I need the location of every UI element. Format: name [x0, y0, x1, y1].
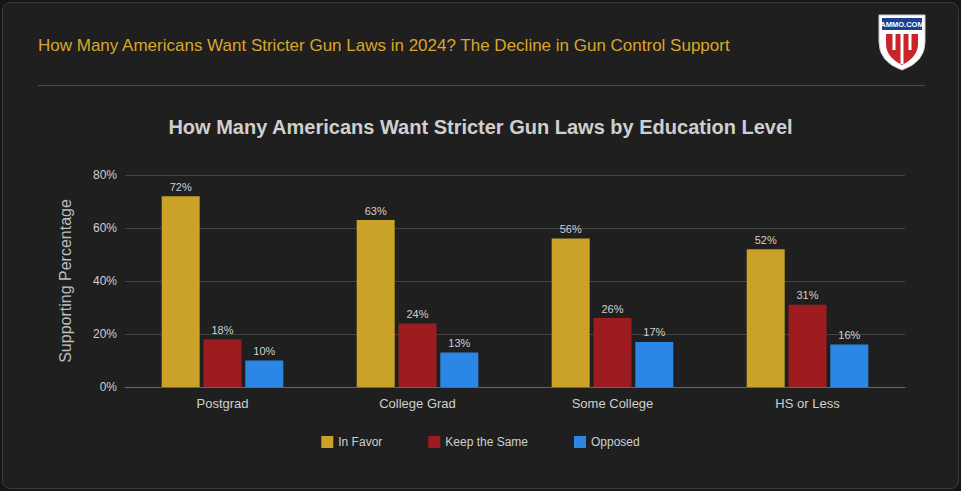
svg-text:Postgrad: Postgrad: [196, 396, 248, 411]
svg-text:0%: 0%: [100, 380, 118, 394]
svg-text:16%: 16%: [838, 329, 860, 341]
html-text:How Many Americans Want Strict: How Many Americans Want Stricter Gun Law…: [38, 36, 730, 55]
svg-text:60%: 60%: [93, 221, 117, 235]
svg-text:80%: 80%: [93, 168, 117, 182]
svg-text:20%: 20%: [93, 327, 117, 341]
svg-text:Supporting Percentage: Supporting Percentage: [57, 199, 74, 363]
svg-text:31%: 31%: [796, 289, 818, 301]
svg-text:Some College: Some College: [572, 396, 654, 411]
svg-text:52%: 52%: [755, 234, 777, 246]
svg-text:Opposed: Opposed: [591, 435, 640, 449]
svg-text:72%: 72%: [170, 181, 192, 193]
svg-text:In Favor: In Favor: [338, 435, 382, 449]
svg-text:13%: 13%: [448, 337, 470, 349]
svg-text:College Grad: College Grad: [379, 396, 456, 411]
svg-text:AMMO.COM: AMMO.COM: [880, 20, 923, 29]
svg-text:40%: 40%: [93, 274, 117, 288]
svg-text:63%: 63%: [365, 205, 387, 217]
svg-text:24%: 24%: [406, 308, 428, 320]
svg-text:56%: 56%: [560, 223, 582, 235]
svg-text:How Many Americans Want Strict: How Many Americans Want Stricter Gun Law…: [168, 116, 792, 138]
svg-text:10%: 10%: [253, 345, 275, 357]
svg-text:HS or Less: HS or Less: [775, 396, 840, 411]
svg-text:17%: 17%: [643, 326, 665, 338]
svg-text:26%: 26%: [601, 303, 623, 315]
svg-text:Keep the Same: Keep the Same: [445, 435, 528, 449]
svg-text:18%: 18%: [211, 324, 233, 336]
